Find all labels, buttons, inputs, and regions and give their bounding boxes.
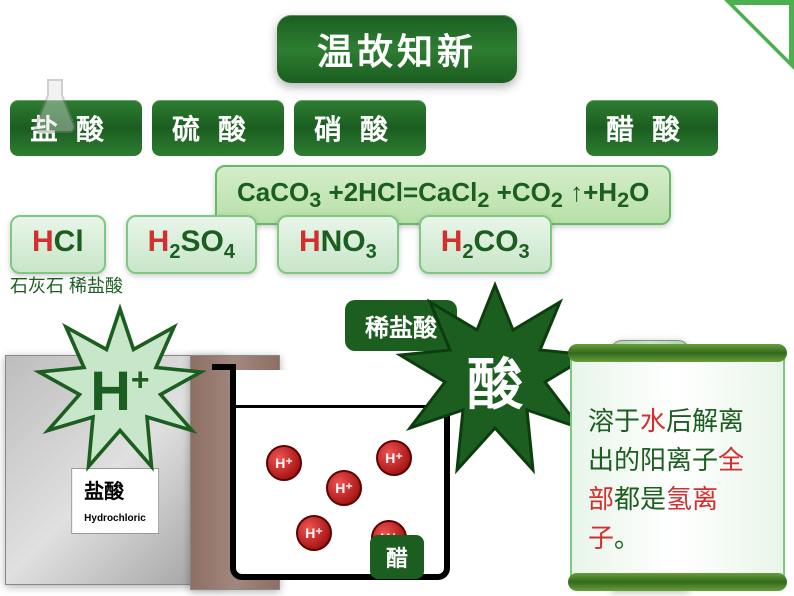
hydrogen-ion: H⁺ xyxy=(266,445,302,481)
acid-name: 硫酸 xyxy=(152,100,284,156)
hydrogen-ion: H⁺ xyxy=(326,470,362,506)
formula-chip: HNO3 xyxy=(277,215,399,274)
flask-icon xyxy=(30,75,80,135)
acid-name: 醋酸 xyxy=(586,100,718,156)
acid-name: 硝酸 xyxy=(294,100,426,156)
scroll-rod-icon xyxy=(568,573,787,591)
formula-chip: H2CO3 xyxy=(419,215,552,274)
acid-starburst: 酸 xyxy=(395,280,595,480)
scroll-rod-icon xyxy=(568,344,787,362)
definition-scroll: 溶于水后解离出的阳离子全部都是氢离子。 xyxy=(570,350,785,585)
hydrogen-ion-starburst: H+ xyxy=(30,300,210,480)
page-corner-fold xyxy=(724,0,794,70)
reagent-label: 石灰石 稀盐酸 xyxy=(10,272,123,298)
acid-names-row: 盐酸 硫酸 硝酸 醋酸 xyxy=(10,100,784,156)
page-title: 温故知新 xyxy=(277,15,517,83)
hydrogen-ion: H⁺ xyxy=(296,515,332,551)
formula-chip: HCl xyxy=(10,215,106,274)
vinegar-chip: 醋 xyxy=(370,535,424,579)
formula-row: HCl H2SO4 HNO3 H2CO3 xyxy=(10,215,552,274)
formula-chip: H2SO4 xyxy=(126,215,257,274)
